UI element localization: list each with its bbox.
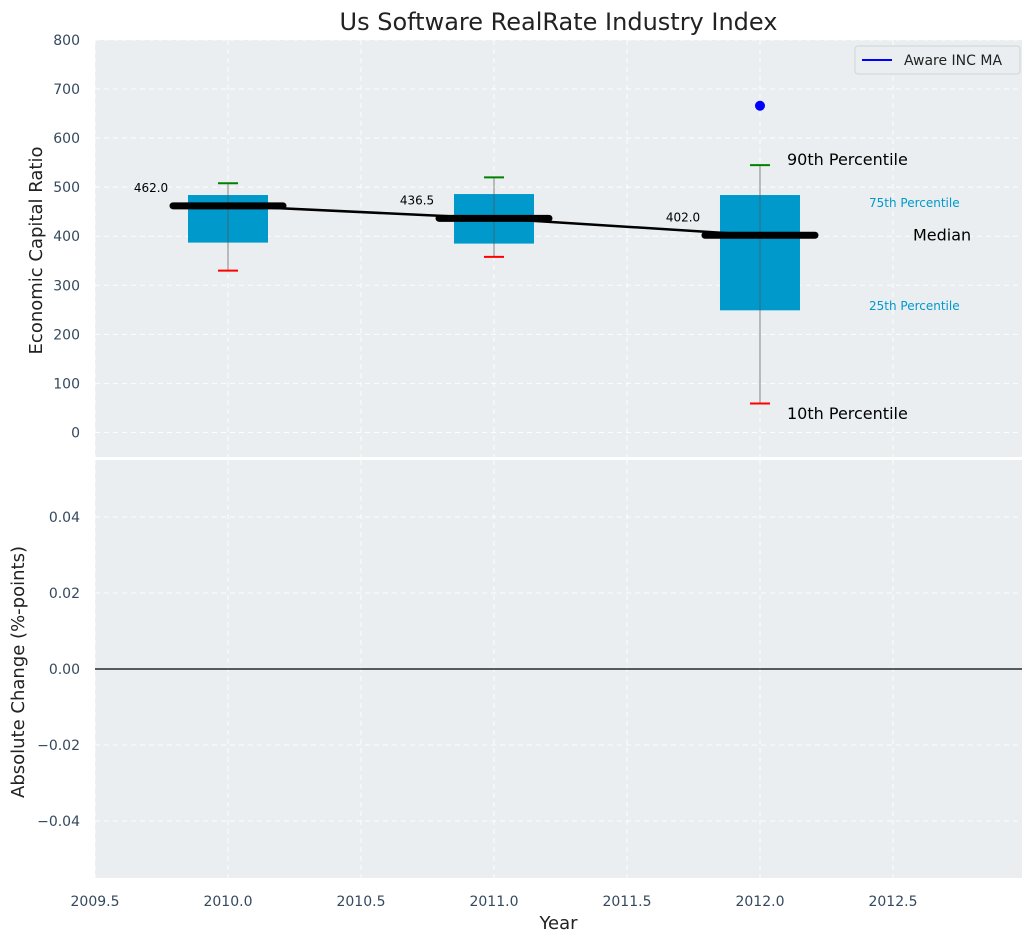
- annotation-75th: 75th Percentile: [869, 196, 960, 210]
- boxes: 462.0 436.5 402.0: [134, 100, 819, 405]
- bottom-panel: −0.04 −0.02 0.00 0.02 0.04 2009.5 2010.0 2010.…: [8, 460, 1022, 934]
- bottom-y-axis-label: Absolute Change (%-points): [8, 546, 29, 798]
- legend-frame: [854, 45, 1021, 75]
- x-tick-label: 2009.5: [71, 894, 120, 910]
- bottom-y-tick-label: −0.02: [37, 738, 80, 754]
- top-y-axis-label: Economic Capital Ratio: [26, 147, 47, 355]
- x-tick-label: 2010.5: [336, 894, 385, 910]
- top-y-ticks: 0 100 200 300 400 500 600 700 800: [53, 33, 80, 441]
- median-value-label: 402.0: [666, 210, 700, 224]
- x-tick-label: 2010.0: [203, 894, 252, 910]
- median-value-label: 436.5: [400, 193, 434, 207]
- x-tick-label: 2012.5: [868, 894, 917, 910]
- percentile-annotations: 90th Percentile 75th Percentile Median 2…: [787, 150, 971, 423]
- top-y-tick-label: 400: [53, 229, 80, 245]
- annotation-90th: 90th Percentile: [787, 150, 908, 169]
- top-y-tick-label: 300: [53, 278, 80, 294]
- top-y-tick-label: 600: [53, 131, 80, 147]
- x-tick-label: 2011.0: [469, 894, 518, 910]
- annotation-median: Median: [913, 225, 971, 244]
- x-axis-label: Year: [538, 913, 578, 934]
- top-y-tick-label: 0: [71, 425, 80, 441]
- chart-title: Us Software RealRate Industry Index: [340, 8, 778, 36]
- x-ticks: 2009.5 2010.0 2010.5 2011.0 2011.5 2012.0 2012…: [71, 894, 918, 910]
- legend-label: Aware INC MA: [904, 53, 1002, 69]
- legend: Aware INC MA: [854, 45, 1021, 75]
- bottom-y-tick-label: 0.04: [49, 510, 80, 526]
- top-y-tick-label: 800: [53, 33, 80, 49]
- annotation-25th: 25th Percentile: [869, 299, 960, 313]
- top-y-tick-label: 700: [53, 82, 80, 98]
- top-y-tick-label: 200: [53, 327, 80, 343]
- bottom-y-ticks: −0.04 −0.02 0.00 0.02 0.04: [37, 510, 80, 830]
- top-y-tick-label: 100: [53, 376, 80, 392]
- median-value-label: 462.0: [134, 181, 168, 195]
- top-panel: 0 100 200 300 400 500 600 700 800 Economic Capit…: [26, 33, 1022, 457]
- x-tick-label: 2011.5: [602, 894, 651, 910]
- top-y-tick-label: 500: [53, 180, 80, 196]
- x-tick-label: 2012.0: [735, 894, 784, 910]
- bottom-y-tick-label: 0.02: [49, 586, 80, 602]
- annotation-10th: 10th Percentile: [787, 404, 908, 423]
- company-point: [754, 100, 765, 111]
- bottom-y-tick-label: 0.00: [49, 662, 80, 678]
- top-plot-background: [95, 40, 1022, 457]
- bottom-y-tick-label: −0.04: [37, 814, 80, 830]
